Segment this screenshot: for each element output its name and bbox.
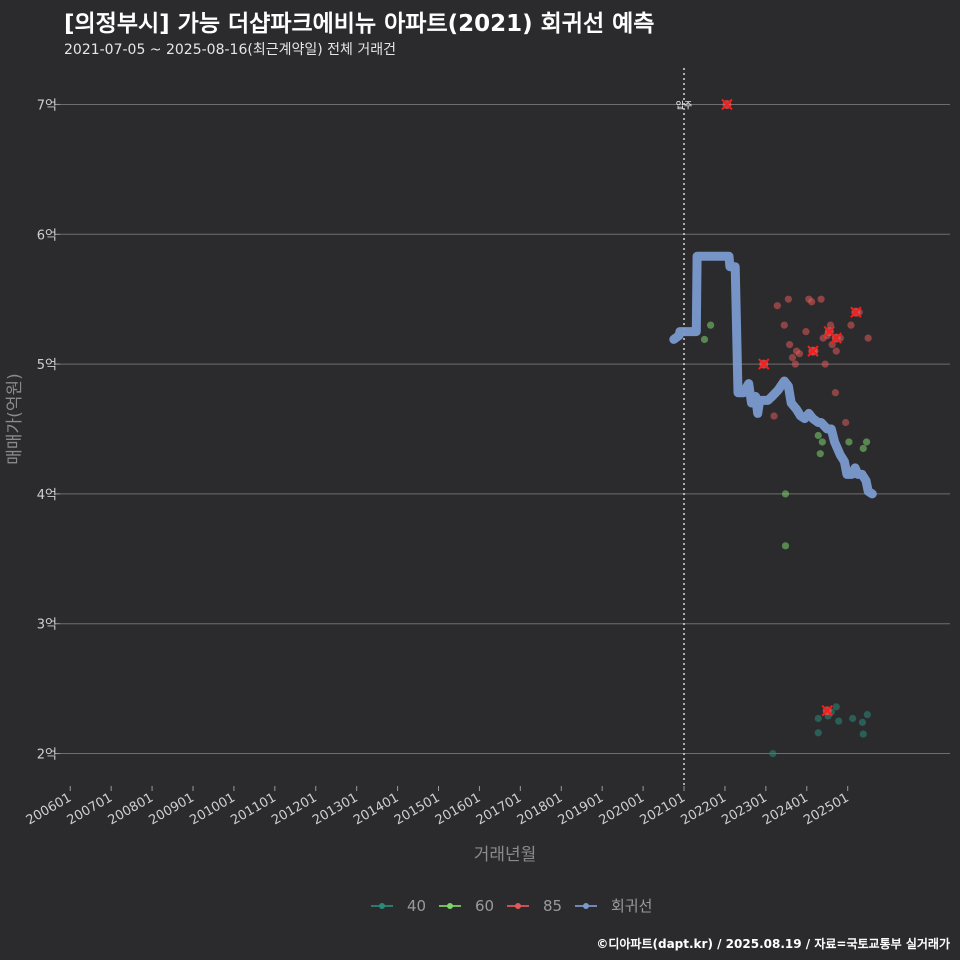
deal-point-85 (802, 328, 810, 336)
deal-point-40 (858, 718, 867, 726)
deal-point-85 (831, 389, 840, 397)
x-tick-label: 200701 (65, 790, 115, 828)
deal-point-85 (770, 412, 778, 420)
deal-point-85 (821, 360, 829, 368)
x-tick-label: 202101 (638, 790, 688, 828)
deal-point-40 (832, 703, 840, 711)
deal-point-60 (862, 438, 871, 446)
x-tick-label: 202201 (678, 790, 728, 828)
deal-point-40 (863, 711, 871, 719)
highlighted-deal-marker (721, 98, 733, 111)
legend-label: 85 (543, 897, 562, 915)
x-tick-label: 201201 (269, 790, 319, 828)
deal-point-85 (773, 302, 781, 310)
deal-point-85 (784, 295, 792, 303)
chart-subtitle: 2021-07-05 ~ 2025-08-16(최근계약일) 전체 거래건 (64, 42, 396, 58)
deal-point-40 (835, 717, 843, 725)
y-tick-label: 5억 (37, 358, 57, 373)
deal-point-85 (864, 334, 872, 342)
legend-item-40: 40 (371, 897, 426, 915)
legend-label: 회귀선 (611, 897, 652, 915)
deal-point-60 (859, 444, 867, 453)
x-tick-label: 201301 (310, 790, 360, 828)
deal-point-40 (859, 730, 867, 738)
legend-item-85: 85 (507, 897, 562, 915)
deal-point-40 (849, 714, 857, 723)
chart-title: [의정부시] 가능 더샵파크에비뉴 아파트(2021) 회귀선 예측 (64, 11, 655, 37)
y-tick-label: 3억 (37, 618, 57, 633)
deal-point-40 (814, 714, 822, 723)
move-in-label: 입주 (676, 99, 693, 111)
x-tick-label: 200901 (146, 790, 196, 828)
x-tick-label: 202501 (801, 790, 851, 828)
deal-point-85 (780, 321, 788, 329)
y-tick-label: 7억 (37, 98, 57, 113)
y-axis-title: 매매가(억원) (5, 373, 25, 464)
deal-point-60 (707, 321, 715, 329)
y-tick-label: 4억 (37, 488, 57, 503)
highlighted-deal-marker (850, 306, 862, 318)
y-tick-label: 2억 (37, 748, 57, 763)
x-tick-label: 202301 (719, 790, 769, 828)
x-tick-label: 201101 (228, 790, 278, 828)
deal-point-85 (791, 360, 799, 368)
deal-point-60 (700, 335, 709, 344)
y-tick-label: 6억 (37, 228, 57, 243)
x-tick-label: 201601 (433, 790, 483, 828)
x-tick-label: 202001 (597, 790, 647, 828)
legend-label: 60 (475, 897, 494, 915)
deal-point-85 (817, 295, 825, 303)
deal-point-85 (808, 298, 816, 306)
deal-point-85 (847, 321, 855, 329)
x-tick-label: 201001 (187, 790, 237, 828)
deal-point-60 (781, 542, 790, 550)
deal-point-85 (832, 347, 840, 355)
deal-point-60 (845, 438, 853, 446)
highlighted-deal-marker (807, 345, 819, 357)
deal-point-85 (785, 341, 794, 349)
deal-point-85 (842, 418, 850, 427)
highlighted-deal-marker (830, 332, 842, 344)
legend-label: 40 (407, 897, 426, 915)
x-tick-label: 201501 (392, 790, 442, 828)
deal-point-60 (816, 450, 824, 458)
deal-point-85 (826, 321, 835, 329)
x-tick-label: 201901 (556, 790, 606, 828)
highlighted-deal-marker (758, 358, 770, 370)
deal-point-40 (814, 729, 822, 737)
x-tick-label: 202401 (760, 790, 810, 828)
x-tick-label: 200801 (106, 790, 156, 828)
x-tick-label: 201401 (351, 790, 401, 828)
legend-item-회귀선: 회귀선 (575, 897, 652, 915)
x-tick-label: 201701 (474, 790, 524, 828)
deal-point-85 (788, 354, 797, 362)
deal-point-85 (828, 341, 836, 349)
deal-point-60 (818, 438, 826, 446)
source-credit: ©디아파트(dapt.kr) / 2025.08.19 / 자료=국토교통부 실… (596, 937, 950, 951)
legend-item-60: 60 (439, 897, 494, 915)
deal-point-60 (814, 431, 822, 440)
regression-line (669, 251, 877, 499)
deal-point-85 (795, 350, 804, 358)
x-tick-label: 201801 (515, 790, 565, 828)
highlighted-deal-marker (821, 704, 833, 717)
deal-point-60 (781, 490, 790, 498)
x-axis-title: 거래년월 (474, 845, 537, 865)
x-tick-label: 200601 (24, 790, 74, 828)
deal-point-40 (769, 749, 777, 758)
